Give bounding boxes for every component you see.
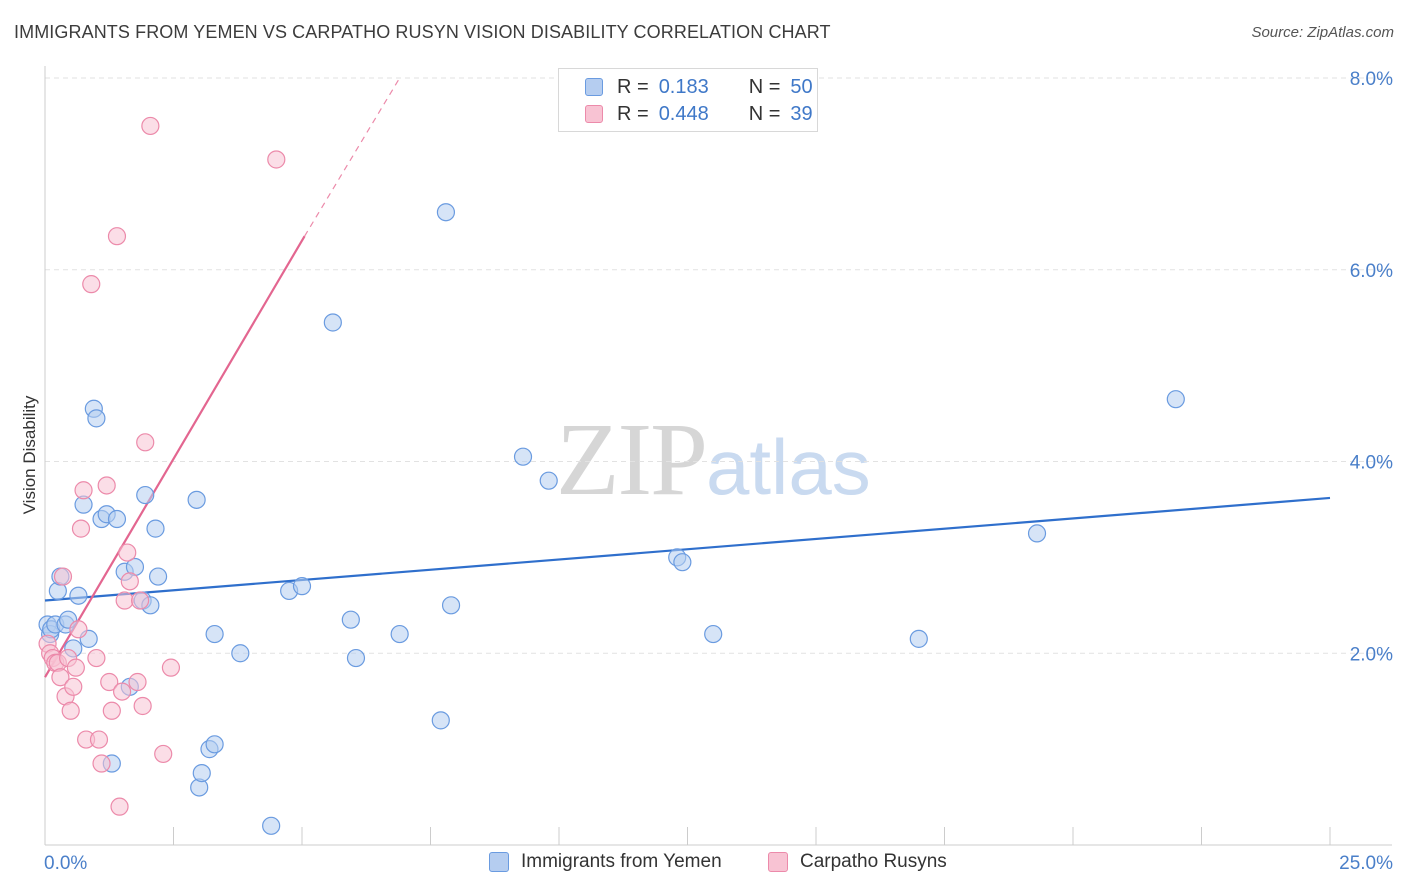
data-point-yemen [704, 624, 723, 644]
data-point-yemen [341, 610, 360, 629]
data-point-rusyns [136, 433, 155, 452]
y-tick-label: 6.0% [1350, 261, 1393, 282]
data-point-yemen [1027, 524, 1047, 543]
data-point-rusyns [141, 116, 160, 136]
legend-n-value: 39 [790, 102, 813, 125]
data-point-rusyns [74, 481, 93, 500]
data-point-rusyns [154, 744, 173, 764]
chart-title: IMMIGRANTS FROM YEMEN VS CARPATHO RUSYN … [14, 22, 831, 42]
data-point-rusyns [64, 677, 83, 696]
data-point-yemen [205, 624, 224, 644]
bottom-legend-yemen: Immigrants from Yemen [489, 851, 722, 873]
y-axis-title: Vision Disability [20, 395, 39, 514]
data-point-yemen [441, 596, 461, 615]
trend-line-yemen [44, 496, 1331, 602]
data-point-yemen [205, 735, 224, 754]
data-point-rusyns [130, 591, 150, 610]
source-label: Source: ZipAtlas.com [1251, 24, 1394, 41]
legend-n-label: N = [748, 75, 781, 98]
legend-r-label: R = [617, 102, 649, 125]
data-point-yemen [346, 648, 366, 668]
data-point-rusyns [115, 591, 134, 610]
data-point-rusyns [69, 620, 88, 639]
data-point-yemen [673, 553, 692, 572]
data-point-rusyns [51, 668, 70, 687]
data-point-yemen [539, 471, 558, 490]
grid [45, 77, 1392, 654]
data-point-rusyns [97, 476, 116, 495]
axes [44, 66, 1392, 846]
data-point-rusyns [102, 701, 121, 720]
data-point-yemen [146, 519, 165, 538]
bottom-legend-label-rusyns: Carpatho Rusyns [800, 851, 947, 872]
data-point-rusyns [118, 543, 137, 562]
data-point-rusyns [110, 797, 129, 816]
data-point-rusyns [100, 672, 119, 692]
data-point-yemen [148, 567, 168, 586]
x-tick-label-min: 0.0% [44, 853, 87, 874]
data-point-rusyns [71, 519, 91, 538]
data-point-rusyns [82, 275, 101, 294]
data-point-rusyns [87, 648, 106, 668]
data-point-yemen [87, 409, 106, 428]
data-point-rusyns [128, 672, 147, 692]
legend-row-rusyns: R = 0.448 N = 39 [585, 101, 813, 127]
legend-box: R = 0.183 N = 50 R = 0.448 N = 39 [558, 68, 818, 132]
data-point-yemen [1166, 390, 1185, 409]
data-point-yemen [262, 816, 281, 835]
data-point-rusyns [89, 730, 109, 749]
data-point-yemen [909, 629, 928, 648]
tick-labels: 2.0% 4.0% 6.0% 8.0% 0.0% 25.0% [44, 69, 1393, 874]
legend-n-label: N = [748, 102, 781, 125]
data-point-yemen [292, 577, 312, 596]
data-point-yemen [513, 447, 533, 466]
data-point-yemen [431, 711, 450, 730]
data-point-yemen [69, 586, 88, 605]
legend-n-value: 50 [790, 75, 813, 98]
data-point-yemen [136, 485, 155, 505]
data-point-rusyns [92, 754, 111, 773]
trend-line-rusyns-extension [304, 77, 401, 237]
data-point-rusyns [112, 682, 132, 701]
y-tick-label: 2.0% [1350, 644, 1393, 665]
data-point-yemen [436, 203, 456, 222]
data-point-yemen [323, 313, 342, 332]
watermark-atlas: atlas [706, 423, 871, 511]
data-point-rusyns [267, 150, 286, 169]
data-point-rusyns [107, 227, 127, 246]
watermark-zip: ZIP [556, 402, 708, 517]
bottom-legend-rusyns: Carpatho Rusyns [768, 851, 947, 873]
data-point-yemen [390, 624, 409, 644]
legend-row-yemen: R = 0.183 N = 50 [585, 74, 813, 100]
x-tick-label-max: 25.0% [1339, 853, 1393, 874]
bottom-legend-swatch-pink [768, 852, 788, 872]
legend-r-label: R = [617, 75, 649, 98]
data-point-rusyns [120, 572, 139, 591]
data-point-rusyns [66, 658, 85, 677]
series-carpatho-rusyns [38, 116, 286, 816]
data-point-rusyns [53, 567, 73, 586]
data-point-rusyns [61, 701, 80, 720]
bottom-legend-swatch-blue [489, 852, 509, 872]
bottom-legend-label-yemen: Immigrants from Yemen [521, 851, 722, 872]
data-point-yemen [187, 490, 206, 509]
y-tick-label: 4.0% [1350, 453, 1393, 474]
data-point-rusyns [133, 696, 152, 716]
legend-r-value: 0.448 [658, 102, 709, 125]
legend-swatch-blue [585, 78, 603, 96]
legend-r-value: 0.183 [658, 75, 709, 98]
trend-lines [44, 77, 1331, 678]
trend-line-rusyns [44, 235, 306, 678]
watermark: ZIPatlas [556, 400, 871, 519]
legend-swatch-pink [585, 105, 603, 123]
data-point-yemen [192, 763, 211, 783]
data-point-yemen [107, 509, 127, 529]
data-point-yemen [231, 644, 250, 663]
y-tick-label: 8.0% [1350, 69, 1393, 90]
series-immigrants-from-yemen [38, 203, 1185, 835]
data-point-rusyns [161, 658, 181, 677]
